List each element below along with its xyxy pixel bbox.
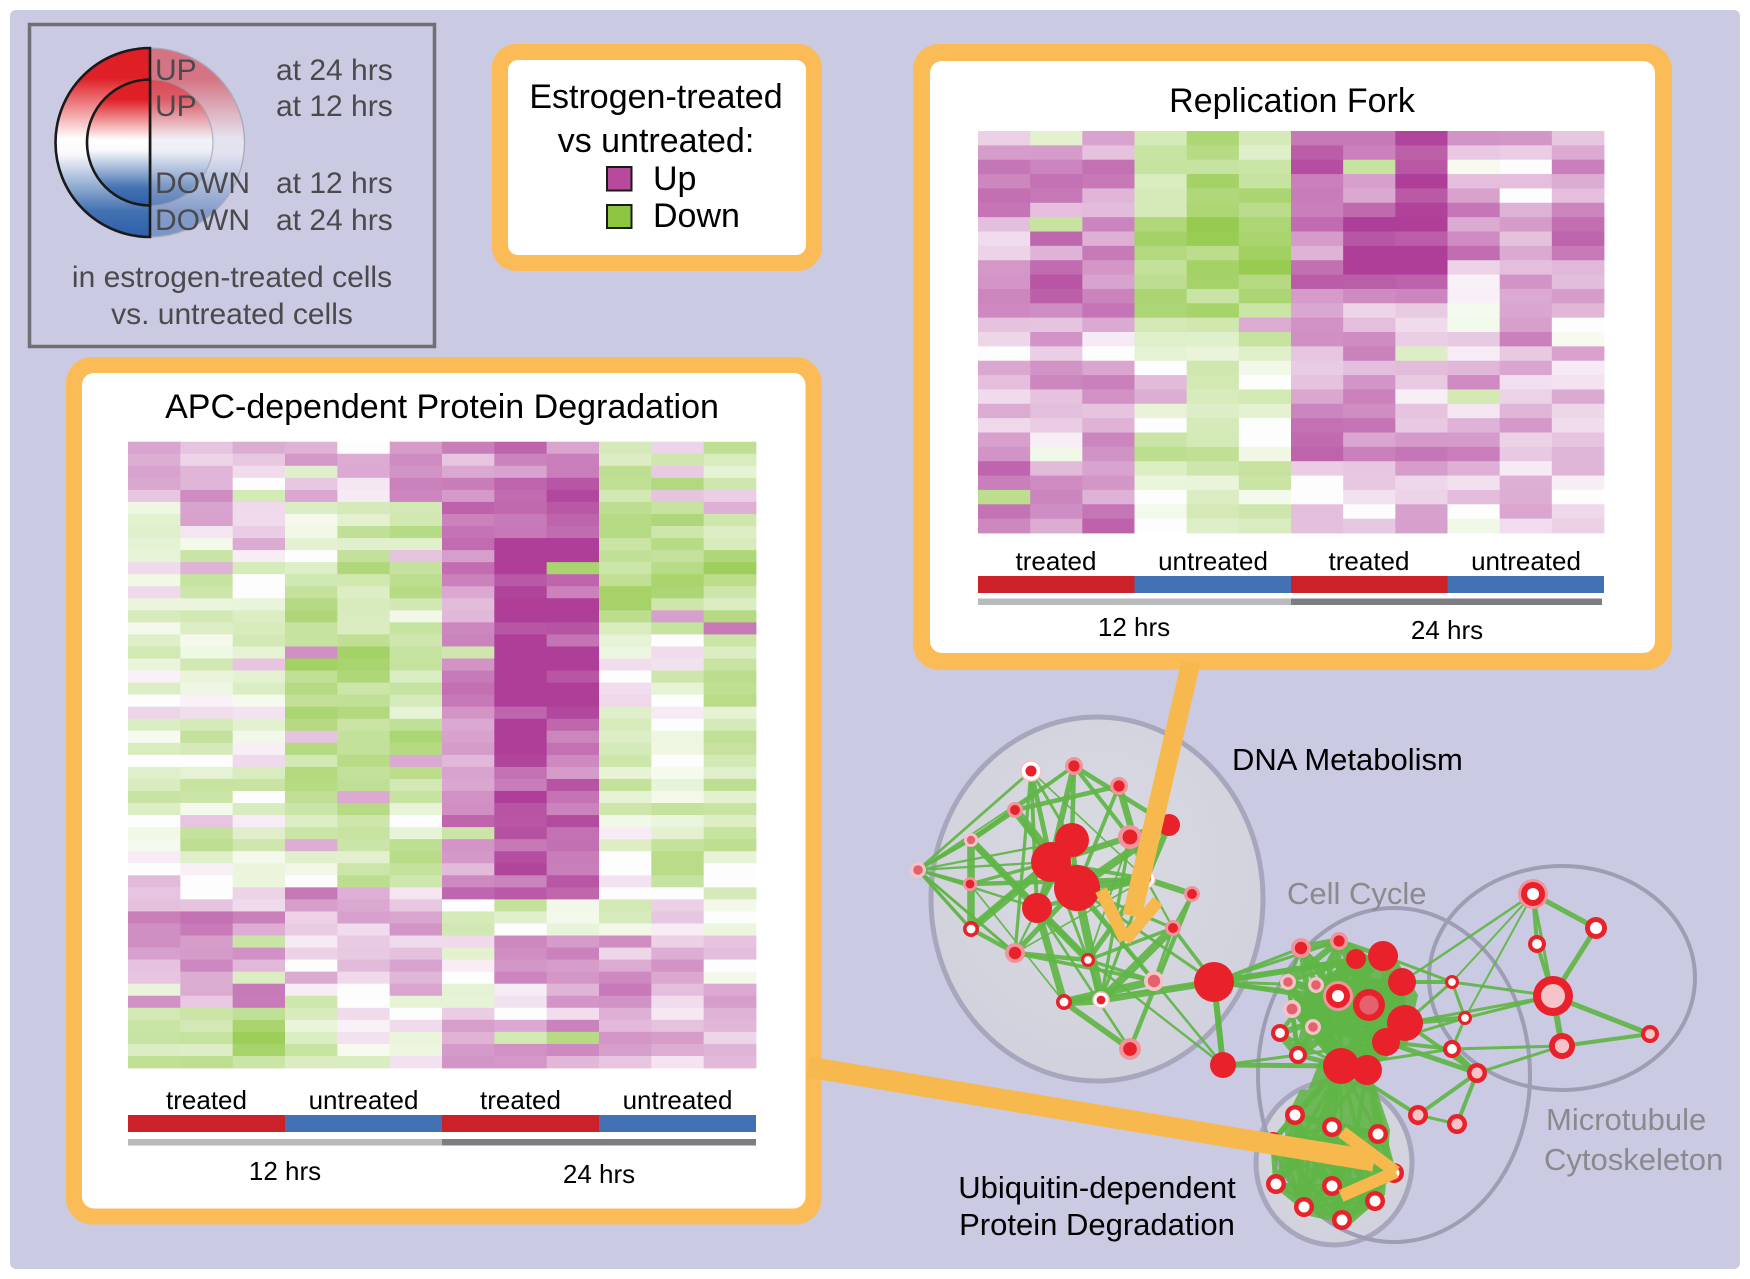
svg-text:Ubiquitin-dependent: Ubiquitin-dependent [958, 1170, 1236, 1205]
svg-text:Estrogen-treated: Estrogen-treated [529, 78, 782, 116]
svg-text:24 hrs: 24 hrs [563, 1159, 635, 1189]
svg-text:12 hrs: 12 hrs [1098, 612, 1170, 642]
svg-text:vs. untreated cells: vs. untreated cells [111, 298, 353, 331]
svg-text:at 12 hrs: at 12 hrs [276, 167, 393, 200]
svg-text:UP: UP [155, 90, 197, 123]
svg-text:untreated: untreated [309, 1085, 419, 1115]
svg-text:12 hrs: 12 hrs [249, 1156, 321, 1186]
svg-text:DOWN: DOWN [155, 167, 250, 200]
svg-text:at 12 hrs: at 12 hrs [276, 90, 393, 123]
svg-text:Replication Fork: Replication Fork [1169, 82, 1416, 120]
svg-text:DOWN: DOWN [155, 204, 250, 237]
svg-text:Up: Up [653, 160, 696, 198]
svg-text:24 hrs: 24 hrs [1411, 615, 1483, 645]
svg-text:at 24 hrs: at 24 hrs [276, 54, 393, 87]
svg-text:untreated: untreated [623, 1085, 733, 1115]
svg-text:APC-dependent Protein Degradat: APC-dependent Protein Degradation [165, 388, 719, 426]
svg-text:DNA Metabolism: DNA Metabolism [1232, 742, 1463, 777]
svg-text:vs untreated:: vs untreated: [558, 122, 755, 160]
svg-text:untreated: untreated [1158, 546, 1268, 576]
svg-text:treated: treated [1329, 546, 1410, 576]
svg-text:UP: UP [155, 54, 197, 87]
svg-text:Cytoskeleton: Cytoskeleton [1544, 1142, 1723, 1177]
svg-text:untreated: untreated [1471, 546, 1581, 576]
svg-text:Protein Degradation: Protein Degradation [959, 1207, 1235, 1242]
svg-text:Down: Down [653, 197, 740, 235]
svg-text:treated: treated [480, 1085, 561, 1115]
svg-text:at 24 hrs: at 24 hrs [276, 204, 393, 237]
svg-text:treated: treated [1016, 546, 1097, 576]
svg-text:Microtubule: Microtubule [1546, 1102, 1706, 1137]
svg-text:Cell Cycle: Cell Cycle [1287, 876, 1427, 911]
svg-text:treated: treated [166, 1085, 247, 1115]
svg-text:in estrogen-treated cells: in estrogen-treated cells [72, 261, 392, 294]
